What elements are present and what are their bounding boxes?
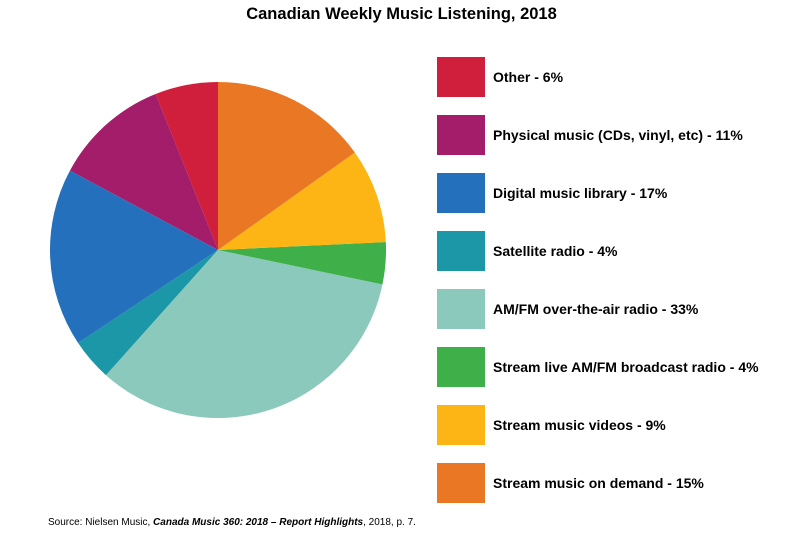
legend-item: Stream music videos - 9% xyxy=(437,405,797,445)
pie-chart xyxy=(50,82,386,418)
pie-slice-2 xyxy=(50,170,218,344)
pie-slice-4 xyxy=(105,250,383,418)
legend-label: Other - 6% xyxy=(493,69,564,85)
legend-swatch xyxy=(437,405,485,445)
legend-label: Satellite radio - 4% xyxy=(493,243,618,259)
legend-swatch xyxy=(437,57,485,97)
source-suffix: , 2018, p. 7. xyxy=(363,517,416,528)
chart-title: Canadian Weekly Music Listening, 2018 xyxy=(246,5,557,23)
legend-item: Other - 6% xyxy=(437,57,797,97)
source-prefix: Source: Nielsen Music, xyxy=(48,517,154,528)
source-title: Canada Music 360: 2018 – Report Highligh… xyxy=(153,517,364,528)
legend-label: Stream music videos - 9% xyxy=(493,417,666,433)
legend-item: Satellite radio - 4% xyxy=(437,231,797,271)
legend-label: Stream music on demand - 15% xyxy=(493,475,704,491)
legend-swatch xyxy=(437,173,485,213)
pie-slice-7 xyxy=(218,82,355,250)
legend-label: Stream live AM/FM broadcast radio - 4% xyxy=(493,359,759,375)
legend-swatch xyxy=(437,347,485,387)
legend-swatch xyxy=(437,115,485,155)
legend-item: Stream live AM/FM broadcast radio - 4% xyxy=(437,347,797,387)
legend-item: Physical music (CDs, vinyl, etc) - 11% xyxy=(437,115,797,155)
legend-swatch xyxy=(437,463,485,503)
source-note: Source: Nielsen Music, Canada Music 360:… xyxy=(48,517,416,528)
legend-item: Digital music library - 17% xyxy=(437,173,797,213)
legend-item: AM/FM over-the-air radio - 33% xyxy=(437,289,797,329)
legend-swatch xyxy=(437,231,485,271)
pie-slice-5 xyxy=(218,242,386,285)
legend-label: Digital music library - 17% xyxy=(493,185,668,201)
legend-item: Stream music on demand - 15% xyxy=(437,463,797,503)
legend-label: AM/FM over-the-air radio - 33% xyxy=(493,301,699,317)
pie-slice-1 xyxy=(69,94,218,251)
pie-slice-0 xyxy=(155,82,218,250)
legend-swatch xyxy=(437,289,485,329)
legend-label: Physical music (CDs, vinyl, etc) - 11% xyxy=(493,127,743,143)
pie-slice-6 xyxy=(218,152,386,250)
pie-slice-3 xyxy=(78,250,218,376)
